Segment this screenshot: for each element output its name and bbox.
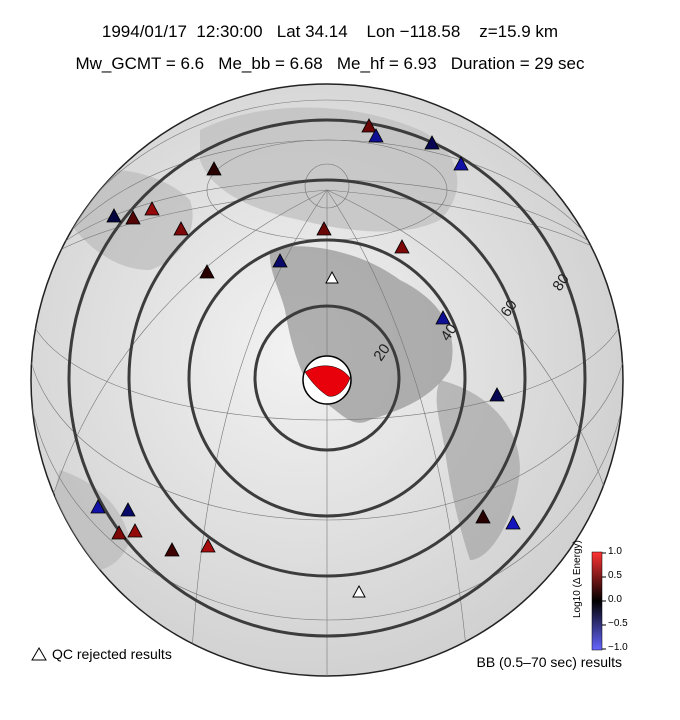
station-triangle: [144, 201, 160, 216]
ring-label-20: 20: [370, 341, 393, 364]
colorbar-tick-1: 1.0: [608, 546, 622, 557]
station-triangle: [200, 538, 216, 553]
arctic-land: [200, 107, 458, 232]
station-triangle: [111, 525, 127, 540]
colorbar-tick-0.5: 0.5: [608, 570, 622, 581]
station-triangle: [424, 135, 440, 150]
colorbar-tick-0: 0.0: [608, 594, 622, 605]
station-triangle: [125, 210, 141, 225]
station-triangle: [505, 515, 521, 530]
event-header-line-2: Mw_GCMT = 6.6 Me_bb = 6.68 Me_hf = 6.93 …: [75, 54, 585, 73]
station-triangle: [127, 523, 143, 538]
station-triangle: [361, 118, 377, 133]
station-triangle: [120, 502, 136, 517]
rejected-stations: [325, 270, 366, 598]
qc-rejected-legend: QC rejected results: [52, 646, 172, 662]
station-triangle: [453, 156, 469, 171]
station-triangle: [199, 264, 215, 279]
station-triangle: [475, 509, 491, 524]
station-triangle: [272, 253, 288, 268]
station-triangle: [106, 208, 122, 223]
colorbar: [591, 551, 603, 651]
ring-label-40: 40: [437, 321, 460, 344]
station-layer: [90, 118, 521, 557]
distance-rings: [67, 118, 587, 638]
station-triangle: [90, 499, 106, 514]
station-triangle: [316, 221, 332, 236]
station-triangle: [368, 128, 384, 143]
colorbar-title: Log10 (Δ Energy): [572, 540, 583, 618]
qc-rejected-label: QC rejected results: [52, 646, 172, 662]
ring-label-60: 60: [497, 297, 520, 320]
station-triangle: [173, 221, 189, 236]
focal-mechanism-beachball: [302, 355, 352, 405]
bb-results-legend: BB (0.5–70 sec) results: [476, 654, 622, 670]
station-triangle: [394, 239, 410, 254]
colorbar-tick-neg1: −1.0: [608, 642, 628, 653]
station-triangle: [435, 310, 451, 325]
rejected-station-triangle: [325, 270, 339, 284]
ring-label-80: 80: [549, 271, 572, 294]
colorbar-tick-neg0.5: −0.5: [608, 618, 628, 629]
event-header-line-1: 1994/01/17 12:30:00 Lat 34.14 Lon −118.5…: [101, 22, 559, 41]
rejected-station-triangle: [352, 584, 366, 598]
station-triangle: [206, 161, 222, 176]
qc-rejected-legend-icon: [31, 647, 47, 661]
station-triangle: [164, 542, 180, 557]
station-triangle: [489, 387, 505, 402]
